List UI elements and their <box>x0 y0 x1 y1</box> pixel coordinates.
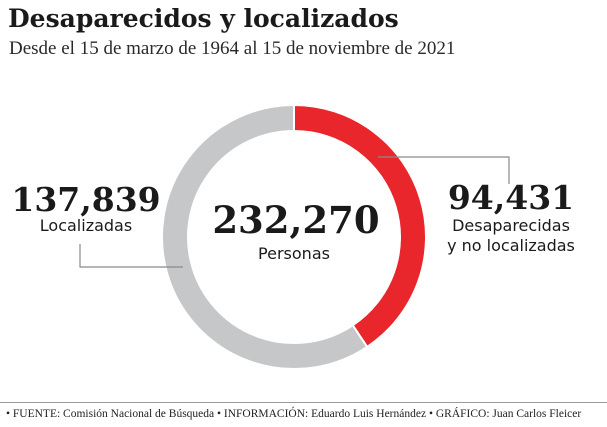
donut-chart: 232,270 Personas 137,839 Localizadas 94,… <box>11 103 575 370</box>
total-value: 232,270 <box>212 198 379 242</box>
missing-label-line-2: y no localizadas <box>447 236 575 255</box>
missing-value: 94,431 <box>448 178 574 217</box>
footer-divider <box>0 402 607 403</box>
footer-credits: • FUENTE: Comisión Nacional de Búsqueda … <box>6 408 582 420</box>
total-label: Personas <box>258 244 330 263</box>
leader-line-missing <box>378 156 510 184</box>
leader-line-located <box>79 244 183 268</box>
missing-label-line-1: Desaparecidas <box>452 216 570 235</box>
located-label: Localizadas <box>40 216 132 235</box>
page-subtitle: Desde el 15 de marzo de 1964 al 15 de no… <box>9 38 456 59</box>
located-value: 137,839 <box>11 180 160 219</box>
page-title: Desaparecidos y localizados <box>8 4 399 33</box>
donut-slices <box>161 103 427 370</box>
slice-located <box>161 103 369 370</box>
